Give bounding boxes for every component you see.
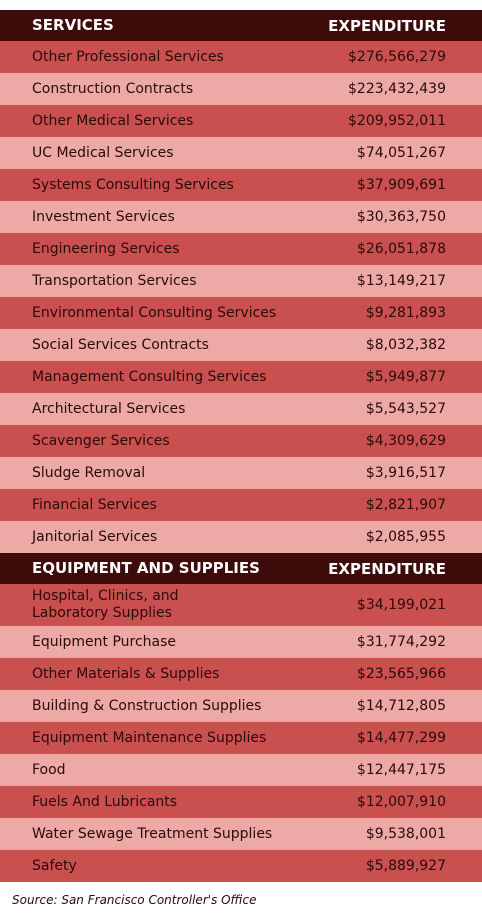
table-row: Architectural Services $5,543,527 <box>0 393 482 425</box>
table-row: Transportation Services $13,149,217 <box>0 265 482 297</box>
item-name: Equipment Purchase <box>32 633 177 650</box>
item-name: Investment Services <box>32 208 175 225</box>
item-expenditure: $209,952,011 <box>348 113 446 129</box>
item-name: Sludge Removal <box>32 464 146 481</box>
item-expenditure: $276,566,279 <box>348 49 446 65</box>
item-name: Water Sewage Treatment Supplies <box>32 825 273 842</box>
item-expenditure: $3,916,517 <box>365 465 446 481</box>
item-name: Construction Contracts <box>32 80 194 97</box>
table-row: Engineering Services $26,051,878 <box>0 233 482 265</box>
item-expenditure: $9,538,001 <box>365 826 446 842</box>
item-name: Other Materials & Supplies <box>32 665 220 682</box>
item-expenditure: $23,565,966 <box>356 666 446 682</box>
table-row: Construction Contracts $223,432,439 <box>0 73 482 105</box>
item-name: Systems Consulting Services <box>32 176 234 193</box>
item-expenditure: $12,447,175 <box>356 762 446 778</box>
table-row: Water Sewage Treatment Supplies $9,538,00… <box>0 818 482 850</box>
item-expenditure: $37,909,691 <box>356 177 446 193</box>
table-row: Other Materials & Supplies $23,565,966 <box>0 658 482 690</box>
item-expenditure: $34,199,021 <box>356 597 446 613</box>
item-expenditure: $30,363,750 <box>356 209 446 225</box>
item-name: Engineering Services <box>32 240 180 257</box>
table-row: Equipment Maintenance Supplies $14,477,29… <box>0 722 482 754</box>
table-row: Systems Consulting Services $37,909,691 <box>0 169 482 201</box>
item-expenditure: $223,432,439 <box>348 81 446 97</box>
table-row: Other Professional Services $276,566,279 <box>0 41 482 73</box>
item-name: Janitorial Services <box>32 528 158 545</box>
table-row: Financial Services $2,821,907 <box>0 489 482 521</box>
table-row: Management Consulting Services $5,949,877 <box>0 361 482 393</box>
item-expenditure: $26,051,878 <box>356 241 446 257</box>
item-name: Environmental Consulting Services <box>32 304 277 321</box>
header-label: EXPENDITURE <box>328 559 446 578</box>
item-name: Food <box>32 761 66 778</box>
item-name: UC Medical Services <box>32 144 174 161</box>
header-label: EQUIPMENT AND SUPPLIES <box>32 559 260 577</box>
section-header: EQUIPMENT AND SUPPLIES EXPENDITURE <box>0 553 482 584</box>
table-row: Social Services Contracts $8,032,382 <box>0 329 482 361</box>
item-expenditure: $4,309,629 <box>365 433 446 449</box>
item-name: Fuels And Lubricants <box>32 793 178 810</box>
table-row: Environmental Consulting Services $9,281,… <box>0 297 482 329</box>
table-row: Hospital, Clinics, and Laboratory Suppli… <box>0 584 482 626</box>
item-expenditure: $14,477,299 <box>356 730 446 746</box>
table-row: Food $12,447,175 <box>0 754 482 786</box>
item-name: Social Services Contracts <box>32 336 209 353</box>
item-name: Safety <box>32 857 77 874</box>
table-row: Fuels And Lubricants $12,007,910 <box>0 786 482 818</box>
item-expenditure: $12,007,910 <box>356 794 446 810</box>
item-name: Hospital, Clinics, and Laboratory Suppli… <box>32 588 179 621</box>
item-expenditure: $5,543,527 <box>365 401 446 417</box>
source-note: Source: San Francisco Controller's Offic… <box>12 893 257 907</box>
table-row: Sludge Removal $3,916,517 <box>0 457 482 489</box>
item-expenditure: $2,821,907 <box>365 497 446 513</box>
expenditure-table: SERVICES EXPENDITURE Other Professional Se… <box>0 10 482 882</box>
header-label: EXPENDITURE <box>328 16 446 35</box>
item-name: Equipment Maintenance Supplies <box>32 729 267 746</box>
item-expenditure: $13,149,217 <box>356 273 446 289</box>
table-row: Equipment Purchase $31,774,292 <box>0 626 482 658</box>
table-row: Safety $5,889,927 <box>0 850 482 882</box>
item-expenditure: $14,712,805 <box>356 698 446 714</box>
item-name: Building & Construction Supplies <box>32 697 262 714</box>
table-row: Building & Construction Supplies $14,712,… <box>0 690 482 722</box>
item-name: Scavenger Services <box>32 432 170 449</box>
item-expenditure: $5,949,877 <box>365 369 446 385</box>
item-name: Other Professional Services <box>32 48 224 65</box>
item-expenditure: $2,085,955 <box>365 529 446 545</box>
item-expenditure: $31,774,292 <box>356 634 446 650</box>
table-row: Investment Services $30,363,750 <box>0 201 482 233</box>
item-expenditure: $5,889,927 <box>365 858 446 874</box>
item-name: Architectural Services <box>32 400 186 417</box>
item-expenditure: $8,032,382 <box>365 337 446 353</box>
item-expenditure: $9,281,893 <box>365 305 446 321</box>
table-row: Scavenger Services $4,309,629 <box>0 425 482 457</box>
section-header: SERVICES EXPENDITURE <box>0 10 482 41</box>
item-name: Transportation Services <box>32 272 197 289</box>
item-name: Other Medical Services <box>32 112 194 129</box>
item-expenditure: $74,051,267 <box>356 145 446 161</box>
item-name: Management Consulting Services <box>32 368 267 385</box>
table-row: Other Medical Services $209,952,011 <box>0 105 482 137</box>
header-label: SERVICES <box>32 16 114 34</box>
item-name: Financial Services <box>32 496 157 513</box>
table-row: Janitorial Services $2,085,955 <box>0 521 482 553</box>
table-row: UC Medical Services $74,051,267 <box>0 137 482 169</box>
